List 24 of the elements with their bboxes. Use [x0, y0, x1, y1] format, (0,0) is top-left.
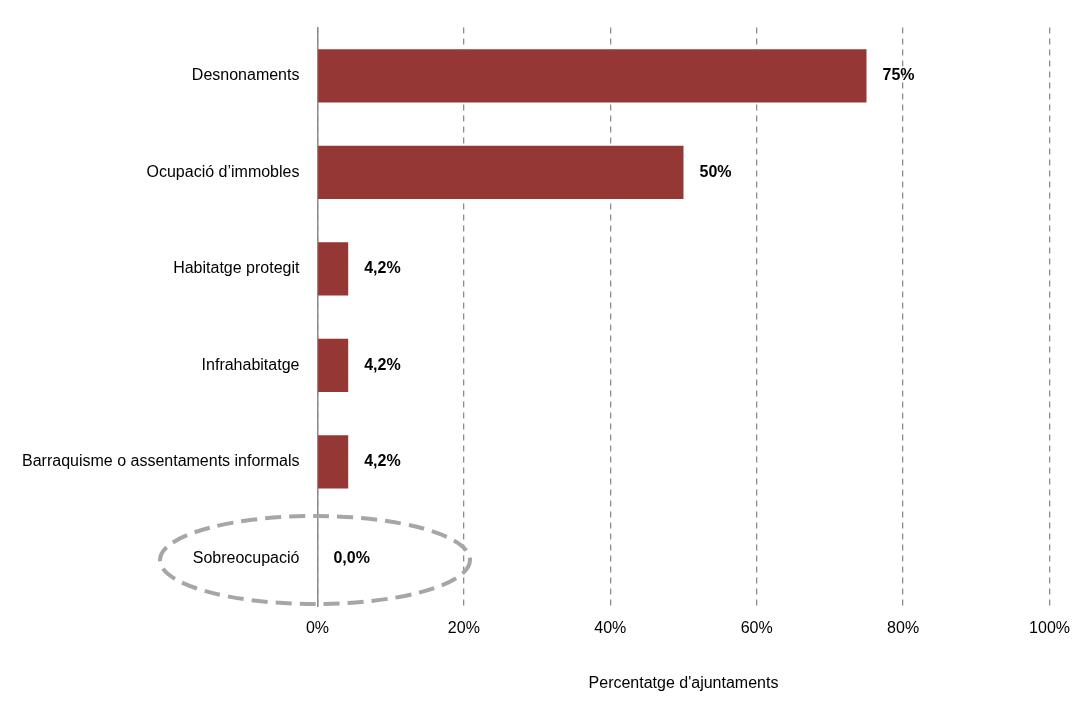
- bar: [318, 435, 349, 489]
- x-tick-label: 60%: [740, 618, 773, 636]
- y-tick-label: Barraquisme o assentaments informals: [22, 452, 300, 470]
- y-tick-label: Sobreocupació: [192, 548, 300, 566]
- y-tick-label: Desnonaments: [191, 66, 300, 84]
- x-tick-label: 0%: [305, 618, 330, 636]
- data-label: 50%: [699, 162, 732, 180]
- data-label: 0,0%: [333, 548, 370, 566]
- bar: [318, 145, 684, 199]
- x-tick-label: 40%: [594, 618, 627, 636]
- data-label: 4,2%: [364, 259, 401, 277]
- x-axis-title: Percentatge d'ajuntaments: [588, 673, 779, 691]
- data-label: 75%: [882, 66, 915, 84]
- y-tick-label: Infrahabitatge: [201, 355, 300, 373]
- y-tick-label: Ocupació d’immobles: [146, 162, 300, 180]
- x-tick-label: 20%: [447, 618, 480, 636]
- bar: [318, 338, 349, 392]
- data-label: 4,2%: [364, 452, 401, 470]
- data-label: 4,2%: [364, 355, 401, 373]
- x-tick-label: 100%: [1029, 618, 1070, 636]
- bar: [318, 242, 349, 296]
- x-tick-label: 80%: [887, 618, 920, 636]
- y-tick-label: Habitatge protegit: [173, 259, 300, 277]
- bar: [318, 49, 867, 103]
